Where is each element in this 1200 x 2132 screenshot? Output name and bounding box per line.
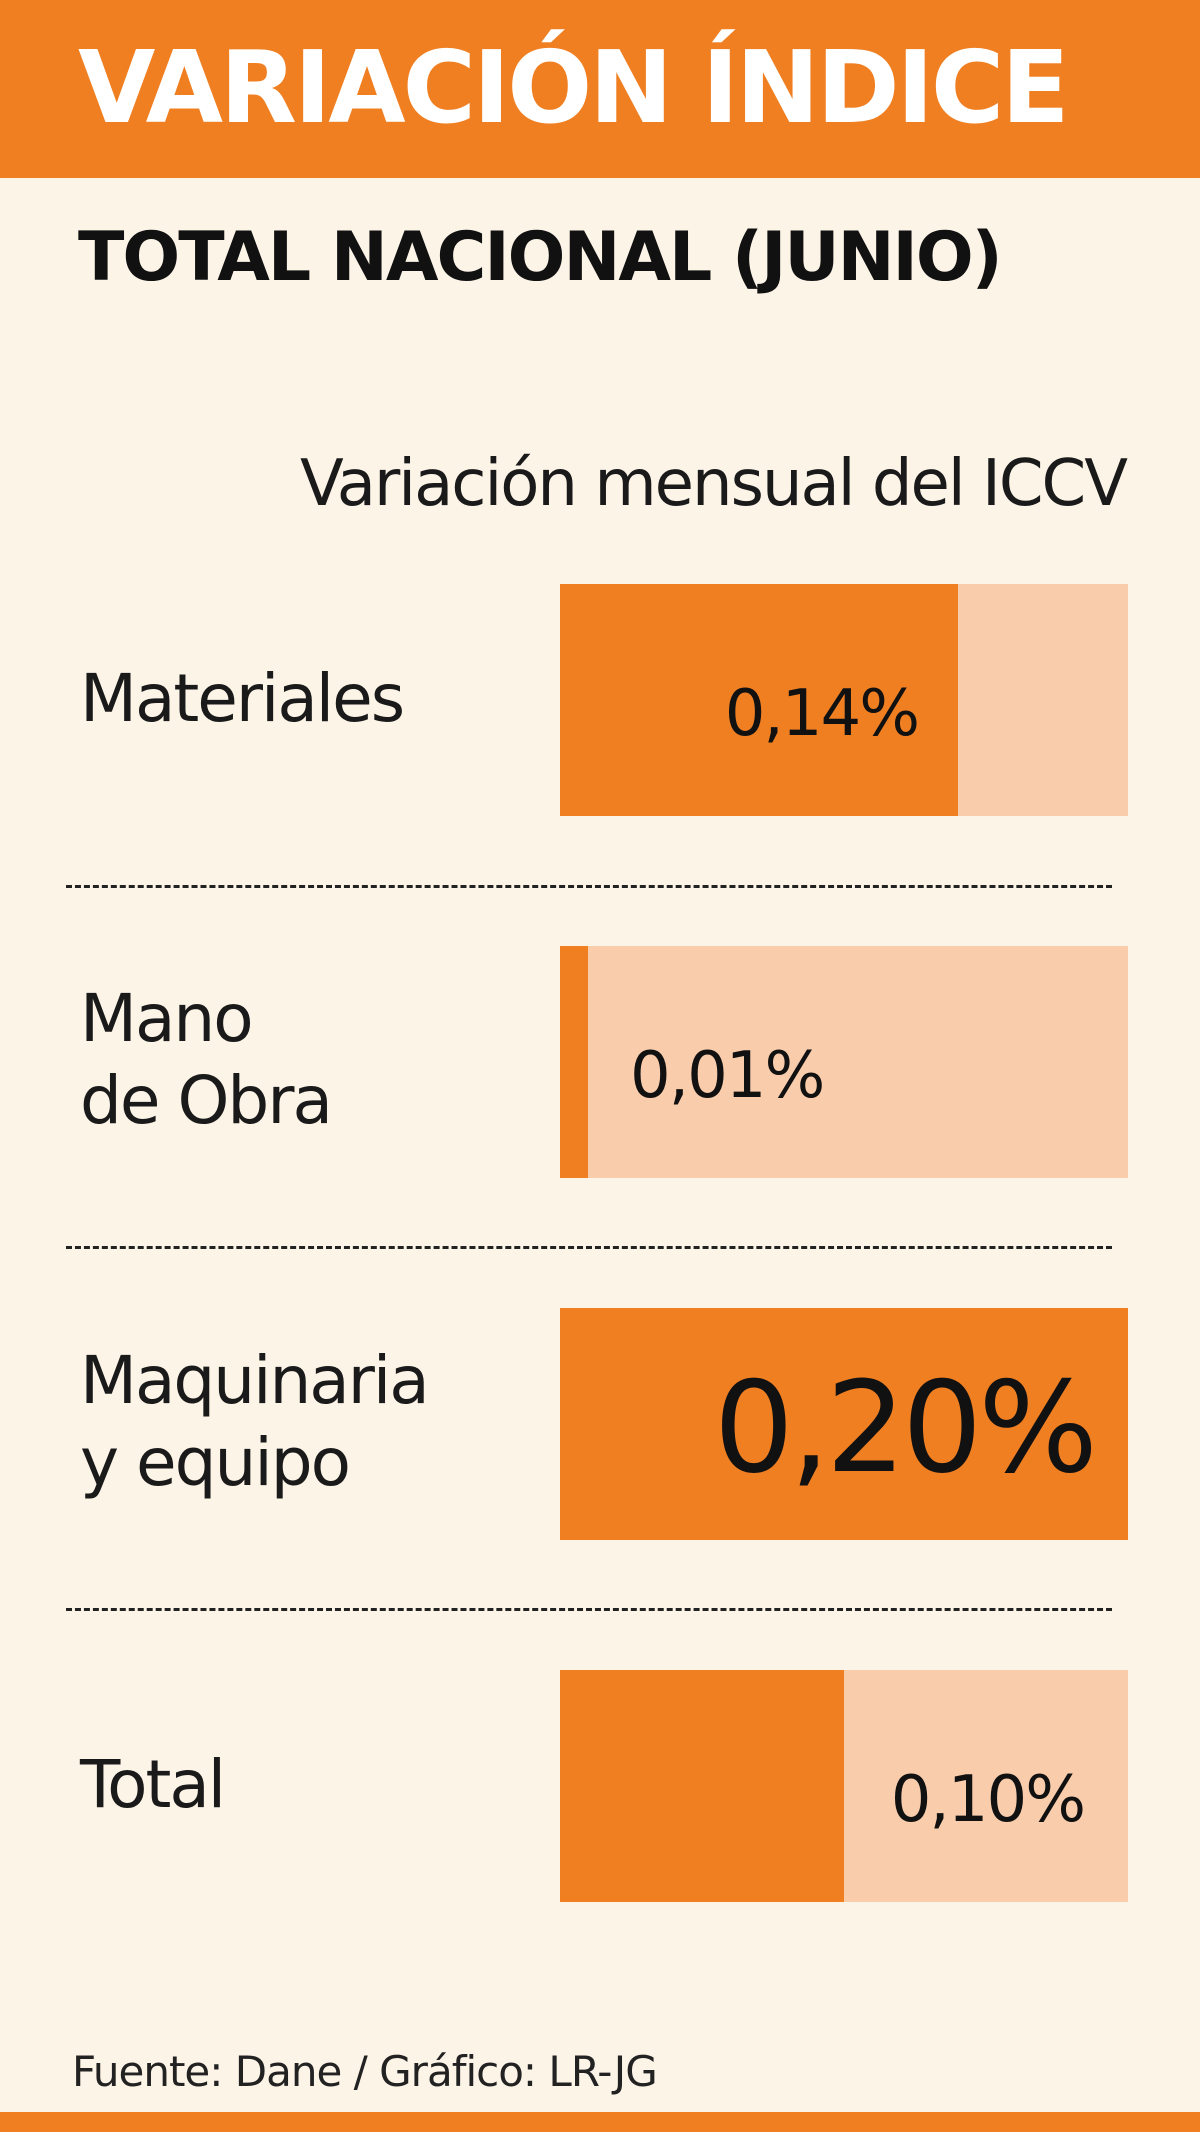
page-title: VARIACIÓN ÍNDICE bbox=[78, 29, 1070, 146]
category-label: Materiales bbox=[80, 660, 405, 737]
bar-fill bbox=[560, 1308, 1128, 1540]
bar-fill bbox=[560, 1670, 844, 1902]
category-label: Maquinaria y equipo bbox=[80, 1342, 430, 1501]
source-credit: Fuente: Dane / Gráfico: LR-JG bbox=[72, 2047, 658, 2096]
bar-row-maquinaria: Maquinaria y equipo 0,20% bbox=[0, 1308, 1200, 1540]
category-label: Mano de Obra bbox=[80, 980, 333, 1139]
bar-track: 0,20% bbox=[560, 1308, 1128, 1540]
bar-track: 0,10% bbox=[560, 1670, 1128, 1902]
bar-value-label: 0,10% bbox=[890, 1763, 1086, 1837]
category-label: Total bbox=[80, 1746, 226, 1823]
bar-fill bbox=[560, 946, 588, 1178]
bar-fill bbox=[560, 584, 958, 816]
dashed-divider bbox=[66, 1246, 1112, 1249]
page-subtitle: TOTAL NACIONAL (JUNIO) bbox=[78, 218, 1003, 297]
bar-row-total: Total 0,10% bbox=[0, 1670, 1200, 1902]
footer-accent-bar bbox=[0, 2112, 1200, 2132]
bar-value-label: 0,14% bbox=[724, 677, 920, 751]
dashed-divider bbox=[66, 1608, 1112, 1611]
bar-value-label: 0,01% bbox=[630, 1039, 825, 1113]
bar-track: 0,01% bbox=[560, 946, 1128, 1178]
bar-value-label: 0,20% bbox=[713, 1354, 1098, 1501]
dashed-divider bbox=[66, 885, 1112, 888]
bar-row-mano-de-obra: Mano de Obra 0,01% bbox=[0, 946, 1200, 1178]
bar-track: 0,14% bbox=[560, 584, 1128, 816]
chart-title: Variación mensual del ICCV bbox=[299, 447, 1128, 521]
header-banner: VARIACIÓN ÍNDICE bbox=[0, 0, 1200, 178]
bar-row-materiales: Materiales 0,14% bbox=[0, 584, 1200, 816]
